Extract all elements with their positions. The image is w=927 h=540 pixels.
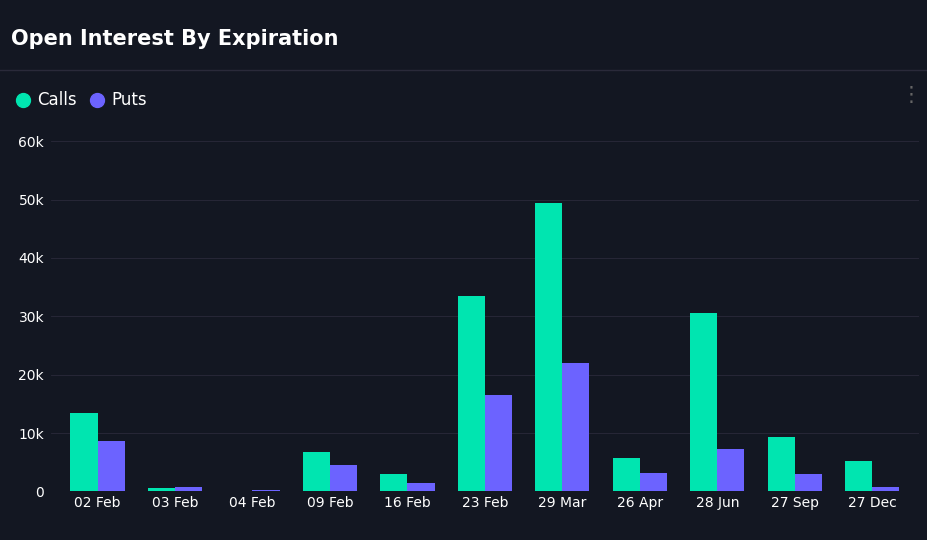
Bar [871,487,898,491]
Bar [175,487,202,491]
Bar [97,441,124,491]
Text: Calls: Calls [37,91,77,109]
Bar [717,449,743,491]
Bar [302,452,330,491]
Bar [485,395,512,491]
Bar [612,457,639,491]
Bar [794,474,821,491]
Bar [147,488,175,491]
Bar [407,483,434,491]
Bar [844,461,871,491]
Text: ⋮: ⋮ [900,85,921,105]
Bar [70,413,97,491]
Text: Puts: Puts [111,91,146,109]
Bar [562,363,589,491]
Text: Open Interest By Expiration: Open Interest By Expiration [11,29,338,49]
Bar [639,472,667,491]
Bar [380,474,407,491]
Bar [767,437,794,491]
Bar [457,296,485,491]
Bar [330,465,357,491]
Bar [690,313,717,491]
Bar [252,490,279,491]
Bar [535,202,562,491]
